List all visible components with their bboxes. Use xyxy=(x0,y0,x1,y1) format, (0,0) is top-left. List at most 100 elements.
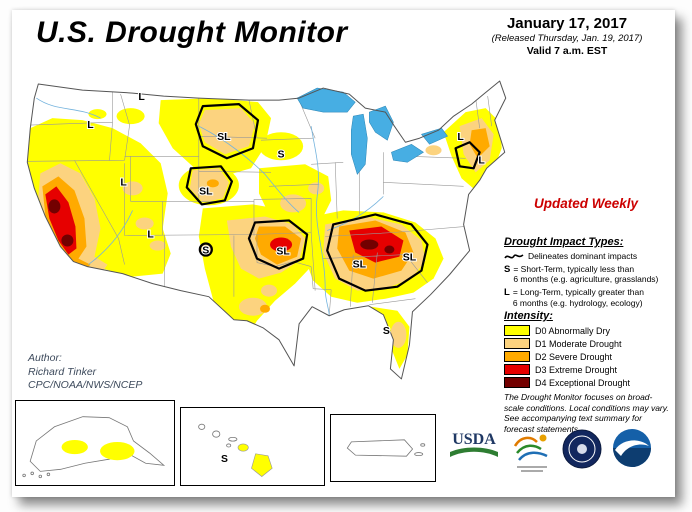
legend-item-d3: D3 Extreme Drought xyxy=(504,364,676,375)
drought-mitigation-center-logo xyxy=(509,428,555,476)
usda-logo: USDA xyxy=(444,424,504,472)
hawaii-map: S xyxy=(198,423,273,477)
intensity-legend: Intensity: D0 Abnormally Dry D1 Moderate … xyxy=(504,310,676,390)
author-name: Richard Tinker xyxy=(28,365,97,378)
long-term-symbol: L xyxy=(504,287,510,299)
island-kauai xyxy=(198,423,206,430)
lake-michigan xyxy=(351,113,368,175)
usda-logo-text: USDA xyxy=(452,431,496,448)
commerce-seal-ring xyxy=(568,435,596,463)
valid-time: Valid 7 a.m. EST xyxy=(526,45,608,57)
ndmc-arc-orange xyxy=(513,436,538,447)
impact-heading: Drought Impact Types: xyxy=(504,236,624,248)
alaska-d0-area xyxy=(100,441,135,461)
ndmc-arc-blue xyxy=(518,451,548,461)
legend-swatch-d2 xyxy=(504,351,530,362)
disclaimer-text: The Drought Monitor focuses on broad-sca… xyxy=(504,392,669,434)
impact-label-l: L xyxy=(457,131,464,143)
drought-d4-regions xyxy=(48,199,395,254)
lake-superior xyxy=(296,87,356,113)
conus-border xyxy=(26,80,507,380)
legend-label-d4: D4 Exceptional Drought xyxy=(535,377,631,388)
ndmc-caption-line2 xyxy=(521,470,543,472)
impact-label-s: S xyxy=(202,245,209,257)
legend-label-d2: D2 Severe Drought xyxy=(535,351,613,362)
island-molokai xyxy=(228,436,238,442)
legend-swatch-d4 xyxy=(504,377,530,388)
impact-label-sl: SL xyxy=(403,252,417,264)
island-maui xyxy=(237,443,249,452)
page-title: U.S. Drought Monitor xyxy=(36,16,348,49)
island-puerto-rico xyxy=(346,439,414,457)
hawaii-impact-label: S xyxy=(221,454,228,465)
impact-label-s: S xyxy=(383,325,390,337)
lake-erie xyxy=(391,143,424,163)
aleutian-islands xyxy=(22,471,51,479)
short-term-symbol: S xyxy=(504,264,511,275)
ndmc-caption-line xyxy=(517,466,547,468)
legend-swatch-d3 xyxy=(504,364,530,375)
short-term-text: = Short-Term, typically less than 6 mont… xyxy=(513,264,659,285)
impact-outline-northeast xyxy=(454,141,481,170)
updated-weekly-note: Updated Weekly xyxy=(533,196,639,211)
legend-item-d1: D1 Moderate Drought xyxy=(504,338,676,349)
impact-label-l: L xyxy=(147,229,154,241)
impact-label-sl: SL xyxy=(276,246,290,258)
alaska-inset xyxy=(15,400,175,486)
impact-label-l: L xyxy=(87,119,94,131)
long-term-text: = Long-Term, typically greater than 6 mo… xyxy=(512,287,644,308)
puerto-rico-inset xyxy=(330,414,436,482)
date-block: January 17, 2017 (Released Thursday, Jan… xyxy=(464,15,670,57)
impact-area-outlines xyxy=(185,103,481,292)
island-hawaii xyxy=(251,453,273,477)
alaska-map xyxy=(22,416,166,479)
drought-monitor-page: U.S. Drought Monitor January 17, 2017 (R… xyxy=(12,10,675,497)
island-lanai xyxy=(226,443,232,448)
legend-label-d1: D1 Moderate Drought xyxy=(535,338,622,349)
ndmc-arc-green xyxy=(516,444,542,454)
impact-label-sl: SL xyxy=(353,259,367,271)
island-culebra xyxy=(420,443,426,447)
legend-item-d0: D0 Abnormally Dry xyxy=(504,325,676,336)
noaa-seabird-icon xyxy=(615,440,649,456)
island-vieques xyxy=(414,452,424,457)
noaa-logo xyxy=(609,424,655,472)
impact-label-l: L xyxy=(138,91,145,103)
legend-label-d0: D0 Abnormally Dry xyxy=(535,325,611,336)
legend-item-d4: D4 Exceptional Drought xyxy=(504,377,676,388)
intensity-legend-items: D0 Abnormally Dry D1 Moderate Drought D2 S… xyxy=(504,325,676,388)
release-date: (Released Thursday, Jan. 19, 2017) xyxy=(491,33,643,44)
intensity-heading: Intensity: xyxy=(504,310,553,322)
commerce-seal-emblem xyxy=(577,444,587,454)
impact-label-sl: SL xyxy=(199,185,213,197)
hawaii-inset: S xyxy=(180,407,325,486)
impact-outline-dakotas xyxy=(185,165,234,206)
puerto-rico-map xyxy=(346,439,426,457)
impact-delineation-icon xyxy=(504,253,524,259)
legend-item-d2: D2 Severe Drought xyxy=(504,351,676,362)
impact-label-l: L xyxy=(120,176,127,188)
map-date: January 17, 2017 xyxy=(506,15,628,32)
impact-types-panel: Drought Impact Types: Delineates dominan… xyxy=(504,236,676,311)
impact-outline-colorado xyxy=(198,242,213,257)
ndmc-sun-icon xyxy=(539,434,547,442)
impact-label-s: S xyxy=(278,148,285,160)
lake-ontario xyxy=(421,127,448,145)
usda-green-field xyxy=(450,447,498,457)
rivers xyxy=(36,97,384,316)
delineates-text: Delineates dominant impacts xyxy=(528,251,638,261)
author-label: Author: xyxy=(28,352,62,364)
impact-label-sl: SL xyxy=(217,131,231,143)
legend-swatch-d0 xyxy=(504,325,530,336)
author-org: CPC/NOAA/NWS/NCEP xyxy=(28,379,143,392)
island-oahu xyxy=(212,430,221,438)
dept-of-commerce-seal xyxy=(560,426,604,472)
alaska-d0-area2 xyxy=(61,439,88,455)
impact-outline-northern-plains xyxy=(194,103,260,160)
legend-swatch-d1 xyxy=(504,338,530,349)
impact-outline-southern-plains xyxy=(247,219,309,270)
impact-label-l: L xyxy=(478,154,485,166)
